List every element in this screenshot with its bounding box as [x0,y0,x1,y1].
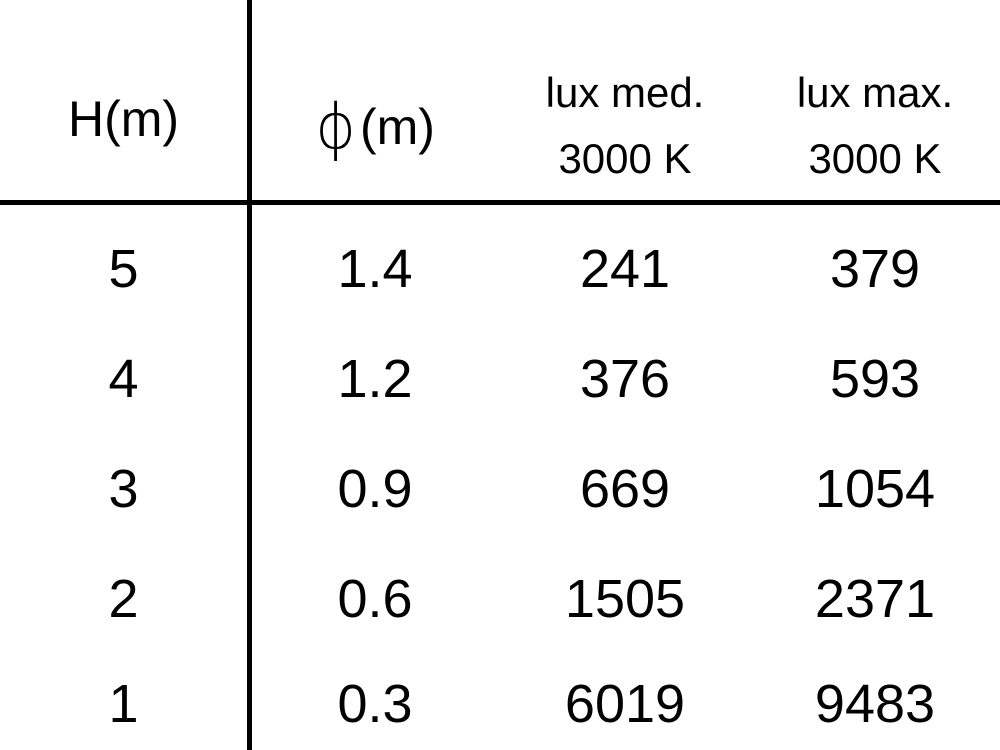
cell-diameter: 1.2 [337,349,413,409]
header-lux-med: lux med. 3000 K [500,60,750,192]
cell-lux-max: 593 [829,349,921,409]
column-divider [247,0,252,750]
phi-symbol: ϕ [315,90,356,163]
cell-height: 1 [108,674,139,734]
cell-lux-med: 241 [579,239,671,299]
cell-lux-max: 9483 [814,674,936,734]
header-lux-max: lux max. 3000 K [750,60,1000,192]
cell-diameter: 0.9 [337,459,413,519]
cell-diameter: 0.6 [337,569,413,629]
header-diameter-unit: (m) [359,99,435,155]
header-lux-med-line2: 3000 K [558,135,692,182]
cell-lux-max: 2371 [814,569,936,629]
cell-height: 5 [108,239,139,299]
cell-height: 2 [108,569,139,629]
header-lux-med-line1: lux med. [545,69,705,116]
header-height: H(m) [67,91,180,147]
cell-lux-med: 6019 [564,674,686,734]
header-divider [0,200,1000,205]
cell-lux-med: 376 [579,349,671,409]
cell-height: 3 [108,459,139,519]
cell-diameter: 1.4 [337,239,413,299]
cell-lux-med: 669 [579,459,671,519]
cell-lux-max: 379 [829,239,921,299]
header-lux-max-line2: 3000 K [808,135,942,182]
cell-diameter: 0.3 [337,674,413,734]
header-lux-max-line1: lux max. [796,69,954,116]
cell-lux-max: 1054 [814,459,936,519]
cell-lux-med: 1505 [564,569,686,629]
header-diameter: ϕ(m) [252,90,498,163]
cell-height: 4 [108,349,139,409]
